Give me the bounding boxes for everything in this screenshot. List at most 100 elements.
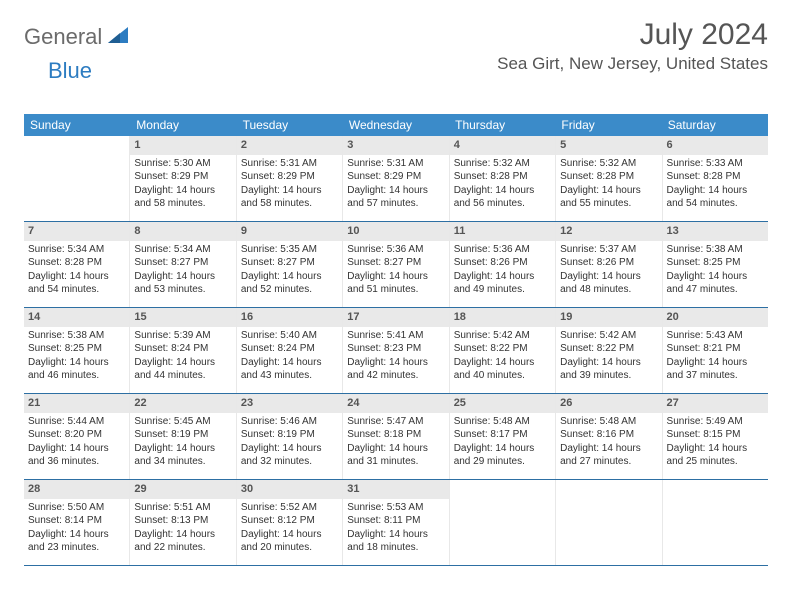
day-line: Daylight: 14 hours and 36 minutes. [28,442,125,469]
week-row: 28Sunrise: 5:50 AMSunset: 8:14 PMDayligh… [24,480,768,566]
day-line: Sunset: 8:25 PM [28,342,125,356]
day-cell: 16Sunrise: 5:40 AMSunset: 8:24 PMDayligh… [237,308,343,393]
day-cell: 8Sunrise: 5:34 AMSunset: 8:27 PMDaylight… [130,222,236,307]
day-line: Sunrise: 5:43 AM [667,329,764,343]
day-cell: 15Sunrise: 5:39 AMSunset: 8:24 PMDayligh… [130,308,236,393]
day-cell [450,480,556,565]
day-line: Sunrise: 5:47 AM [347,415,444,429]
day-line: Sunset: 8:29 PM [241,170,338,184]
day-line: Daylight: 14 hours and 23 minutes. [28,528,125,555]
day-number: 5 [556,136,661,155]
month-title: July 2024 [497,18,768,52]
day-body: Sunrise: 5:34 AMSunset: 8:28 PMDaylight:… [24,241,129,301]
day-number: 15 [130,308,235,327]
day-line: Sunset: 8:28 PM [667,170,764,184]
day-line: Sunset: 8:22 PM [454,342,551,356]
day-line: Sunrise: 5:32 AM [454,157,551,171]
day-cell: 7Sunrise: 5:34 AMSunset: 8:28 PMDaylight… [24,222,130,307]
day-number: 24 [343,394,448,413]
day-number: 31 [343,480,448,499]
logo: General [24,24,130,50]
day-body: Sunrise: 5:43 AMSunset: 8:21 PMDaylight:… [663,327,768,387]
day-line: Daylight: 14 hours and 46 minutes. [28,356,125,383]
day-body: Sunrise: 5:50 AMSunset: 8:14 PMDaylight:… [24,499,129,559]
day-number: 23 [237,394,342,413]
day-number: 28 [24,480,129,499]
day-line: Sunrise: 5:46 AM [241,415,338,429]
day-line: Sunset: 8:27 PM [241,256,338,270]
weeks-container: 1Sunrise: 5:30 AMSunset: 8:29 PMDaylight… [24,136,768,566]
day-body: Sunrise: 5:42 AMSunset: 8:22 PMDaylight:… [450,327,555,387]
week-row: 14Sunrise: 5:38 AMSunset: 8:25 PMDayligh… [24,308,768,394]
day-line: Daylight: 14 hours and 20 minutes. [241,528,338,555]
logo-text-general: General [24,24,102,50]
day-line: Daylight: 14 hours and 27 minutes. [560,442,657,469]
day-line: Sunrise: 5:49 AM [667,415,764,429]
day-cell: 22Sunrise: 5:45 AMSunset: 8:19 PMDayligh… [130,394,236,479]
day-number: 12 [556,222,661,241]
day-line: Daylight: 14 hours and 52 minutes. [241,270,338,297]
day-cell: 31Sunrise: 5:53 AMSunset: 8:11 PMDayligh… [343,480,449,565]
day-body: Sunrise: 5:36 AMSunset: 8:26 PMDaylight:… [450,241,555,301]
day-line: Daylight: 14 hours and 37 minutes. [667,356,764,383]
day-body: Sunrise: 5:38 AMSunset: 8:25 PMDaylight:… [663,241,768,301]
day-body: Sunrise: 5:34 AMSunset: 8:27 PMDaylight:… [130,241,235,301]
day-cell: 27Sunrise: 5:49 AMSunset: 8:15 PMDayligh… [663,394,768,479]
day-body [663,499,768,505]
day-line: Sunset: 8:13 PM [134,514,231,528]
day-body: Sunrise: 5:40 AMSunset: 8:24 PMDaylight:… [237,327,342,387]
day-line: Sunset: 8:15 PM [667,428,764,442]
day-cell: 9Sunrise: 5:35 AMSunset: 8:27 PMDaylight… [237,222,343,307]
day-cell: 29Sunrise: 5:51 AMSunset: 8:13 PMDayligh… [130,480,236,565]
day-line: Sunrise: 5:38 AM [28,329,125,343]
day-line: Daylight: 14 hours and 18 minutes. [347,528,444,555]
day-cell: 2Sunrise: 5:31 AMSunset: 8:29 PMDaylight… [237,136,343,221]
dow-cell: Thursday [449,114,555,136]
day-line: Sunset: 8:19 PM [134,428,231,442]
day-body: Sunrise: 5:51 AMSunset: 8:13 PMDaylight:… [130,499,235,559]
dow-cell: Tuesday [237,114,343,136]
day-line: Daylight: 14 hours and 34 minutes. [134,442,231,469]
day-number: 18 [450,308,555,327]
day-body: Sunrise: 5:41 AMSunset: 8:23 PMDaylight:… [343,327,448,387]
day-body: Sunrise: 5:42 AMSunset: 8:22 PMDaylight:… [556,327,661,387]
day-number: 22 [130,394,235,413]
day-line: Daylight: 14 hours and 40 minutes. [454,356,551,383]
day-cell: 21Sunrise: 5:44 AMSunset: 8:20 PMDayligh… [24,394,130,479]
dow-cell: Wednesday [343,114,449,136]
day-body [450,499,555,505]
day-line: Sunrise: 5:44 AM [28,415,125,429]
day-line: Sunset: 8:12 PM [241,514,338,528]
day-cell: 3Sunrise: 5:31 AMSunset: 8:29 PMDaylight… [343,136,449,221]
day-cell: 19Sunrise: 5:42 AMSunset: 8:22 PMDayligh… [556,308,662,393]
day-body [24,155,129,161]
day-line: Sunset: 8:26 PM [560,256,657,270]
day-line: Sunset: 8:21 PM [667,342,764,356]
day-line: Sunrise: 5:36 AM [347,243,444,257]
day-cell: 14Sunrise: 5:38 AMSunset: 8:25 PMDayligh… [24,308,130,393]
day-line: Sunset: 8:23 PM [347,342,444,356]
day-line: Daylight: 14 hours and 48 minutes. [560,270,657,297]
day-number: 9 [237,222,342,241]
day-body: Sunrise: 5:31 AMSunset: 8:29 PMDaylight:… [343,155,448,215]
day-cell: 23Sunrise: 5:46 AMSunset: 8:19 PMDayligh… [237,394,343,479]
week-row: 7Sunrise: 5:34 AMSunset: 8:28 PMDaylight… [24,222,768,308]
day-line: Sunset: 8:28 PM [454,170,551,184]
day-body: Sunrise: 5:39 AMSunset: 8:24 PMDaylight:… [130,327,235,387]
day-line: Sunset: 8:24 PM [241,342,338,356]
day-line: Sunrise: 5:48 AM [454,415,551,429]
day-body: Sunrise: 5:53 AMSunset: 8:11 PMDaylight:… [343,499,448,559]
day-line: Sunrise: 5:39 AM [134,329,231,343]
day-line: Daylight: 14 hours and 44 minutes. [134,356,231,383]
day-line: Sunset: 8:25 PM [667,256,764,270]
day-number: 26 [556,394,661,413]
day-cell: 4Sunrise: 5:32 AMSunset: 8:28 PMDaylight… [450,136,556,221]
day-line: Daylight: 14 hours and 31 minutes. [347,442,444,469]
day-line: Sunset: 8:19 PM [241,428,338,442]
calendar: SundayMondayTuesdayWednesdayThursdayFrid… [24,114,768,566]
day-cell: 30Sunrise: 5:52 AMSunset: 8:12 PMDayligh… [237,480,343,565]
day-line: Daylight: 14 hours and 51 minutes. [347,270,444,297]
week-row: 21Sunrise: 5:44 AMSunset: 8:20 PMDayligh… [24,394,768,480]
day-line: Sunrise: 5:42 AM [454,329,551,343]
day-cell: 1Sunrise: 5:30 AMSunset: 8:29 PMDaylight… [130,136,236,221]
